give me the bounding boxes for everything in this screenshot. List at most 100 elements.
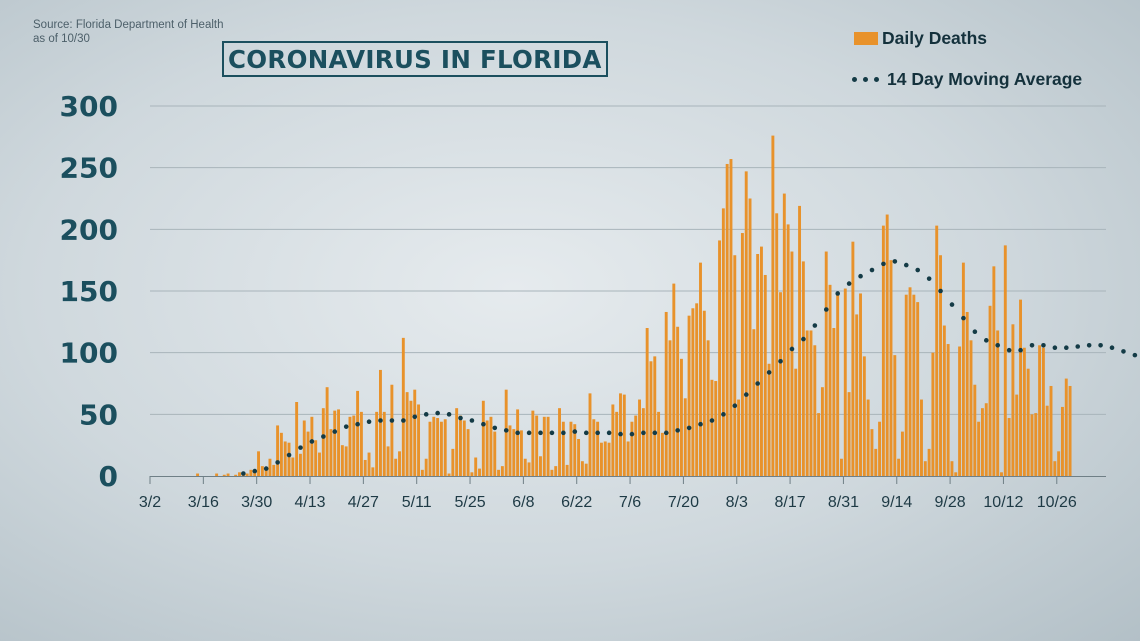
daily-deaths-bar xyxy=(725,163,729,476)
moving-average-point xyxy=(423,412,429,417)
daily-deaths-bar xyxy=(851,241,855,476)
daily-deaths-bar xyxy=(546,416,550,476)
daily-deaths-bar xyxy=(702,310,706,476)
daily-deaths-bar xyxy=(916,302,920,476)
daily-deaths-bar xyxy=(1068,385,1072,476)
legend-item-moving-average: 14 Day Moving Average xyxy=(848,67,1082,91)
daily-deaths-bar xyxy=(569,421,573,476)
daily-deaths-bar xyxy=(379,369,382,476)
daily-deaths-bar xyxy=(238,472,241,476)
daily-deaths-bar xyxy=(786,224,790,476)
daily-deaths-bar xyxy=(733,255,737,476)
daily-deaths-bar xyxy=(565,464,569,476)
daily-deaths-bar xyxy=(794,368,798,476)
moving-average-point xyxy=(1132,352,1138,358)
moving-average-point xyxy=(961,315,966,321)
moving-average-point xyxy=(492,425,498,431)
moving-average-point xyxy=(789,346,795,352)
moving-average-point xyxy=(435,410,440,416)
daily-deaths-bar xyxy=(900,431,904,476)
moving-average-point xyxy=(321,434,326,439)
daily-deaths-bar xyxy=(382,411,386,476)
moving-average-point xyxy=(549,430,555,436)
y-axis-ticks: 0 50 100 150 200 250 300 xyxy=(60,90,118,493)
moving-average-point xyxy=(846,281,852,286)
daily-deaths-bar xyxy=(996,330,1000,476)
daily-deaths-bar xyxy=(973,384,977,476)
moving-average-point xyxy=(481,421,486,427)
daily-deaths-bar xyxy=(359,411,363,476)
x-tick-label: 7/20 xyxy=(668,494,699,511)
moving-average-point xyxy=(1075,344,1081,349)
daily-deaths-bar xyxy=(756,254,760,476)
daily-deaths-bar xyxy=(363,459,367,476)
daily-deaths-bar xyxy=(226,473,230,476)
daily-deaths-bar xyxy=(767,363,771,476)
moving-average-point xyxy=(732,403,738,409)
x-tick-label: 8/3 xyxy=(726,494,748,511)
moving-average-point xyxy=(298,445,303,450)
daily-deaths-bar xyxy=(904,294,908,476)
dotted-line-swatch-icon xyxy=(848,76,879,82)
moving-average-point xyxy=(241,471,246,476)
daily-deaths-bar xyxy=(321,408,325,476)
daily-deaths-bar xyxy=(394,458,398,476)
daily-deaths-bar xyxy=(1022,347,1026,476)
daily-deaths-bar xyxy=(893,355,897,476)
daily-deaths-bar xyxy=(630,421,634,476)
daily-deaths-bar xyxy=(401,337,405,476)
legend-label-daily-deaths: Daily Deaths xyxy=(882,27,988,48)
daily-deaths-bar xyxy=(695,303,699,476)
x-tick-label: 5/25 xyxy=(454,494,485,511)
moving-average-point xyxy=(343,424,349,429)
daily-deaths-bar xyxy=(542,416,546,476)
y-tick-label: 250 xyxy=(60,152,118,185)
x-tick-label: 6/8 xyxy=(512,494,534,511)
daily-deaths-bar xyxy=(859,293,862,476)
daily-deaths-bar xyxy=(413,389,417,476)
moving-average-point xyxy=(663,430,669,436)
daily-deaths-bar xyxy=(584,463,588,476)
x-tick-label: 3/16 xyxy=(188,494,219,511)
y-tick-label: 100 xyxy=(60,337,118,370)
daily-deaths-bar xyxy=(862,356,866,476)
moving-average-point xyxy=(983,338,989,343)
daily-deaths-bar xyxy=(443,419,447,476)
daily-deaths-bar xyxy=(912,294,916,476)
daily-deaths-bar xyxy=(615,411,619,476)
daily-deaths-bar xyxy=(527,462,531,476)
moving-average-point xyxy=(766,370,772,375)
daily-deaths-bar xyxy=(1041,347,1045,476)
moving-average-point xyxy=(1086,342,1092,348)
daily-deaths-bar xyxy=(306,431,310,476)
daily-deaths-bar xyxy=(257,451,260,476)
y-tick-label: 50 xyxy=(79,398,118,431)
daily-deaths-bar xyxy=(340,445,344,476)
daily-deaths-bar xyxy=(653,356,657,476)
daily-deaths-bar xyxy=(504,389,508,476)
daily-deaths-bar xyxy=(706,340,710,476)
moving-average-point xyxy=(812,323,818,328)
daily-deaths-bar xyxy=(489,416,493,476)
daily-deaths-bar xyxy=(649,361,653,476)
daily-deaths-bar xyxy=(908,287,912,476)
daily-deaths-bar xyxy=(596,421,600,476)
moving-average-point xyxy=(572,429,578,434)
daily-deaths-bar xyxy=(329,429,333,476)
daily-deaths-bar xyxy=(878,421,882,476)
daily-deaths-bar xyxy=(801,261,805,476)
x-tick-label: 9/14 xyxy=(881,494,912,511)
daily-deaths-bar xyxy=(927,448,931,476)
daily-deaths-bar xyxy=(836,293,840,476)
daily-deaths-bar xyxy=(466,429,470,476)
daily-deaths-bar xyxy=(980,408,984,476)
daily-deaths-bar xyxy=(1007,418,1011,476)
daily-deaths-bar xyxy=(699,262,702,476)
legend-item-daily-deaths: Daily Deaths xyxy=(848,26,1082,50)
daily-deaths-bar xyxy=(287,442,291,476)
daily-deaths-bar xyxy=(577,439,581,476)
daily-deaths-bar xyxy=(1034,413,1038,476)
daily-deaths-bar xyxy=(760,246,763,476)
daily-deaths-bar xyxy=(664,311,668,476)
